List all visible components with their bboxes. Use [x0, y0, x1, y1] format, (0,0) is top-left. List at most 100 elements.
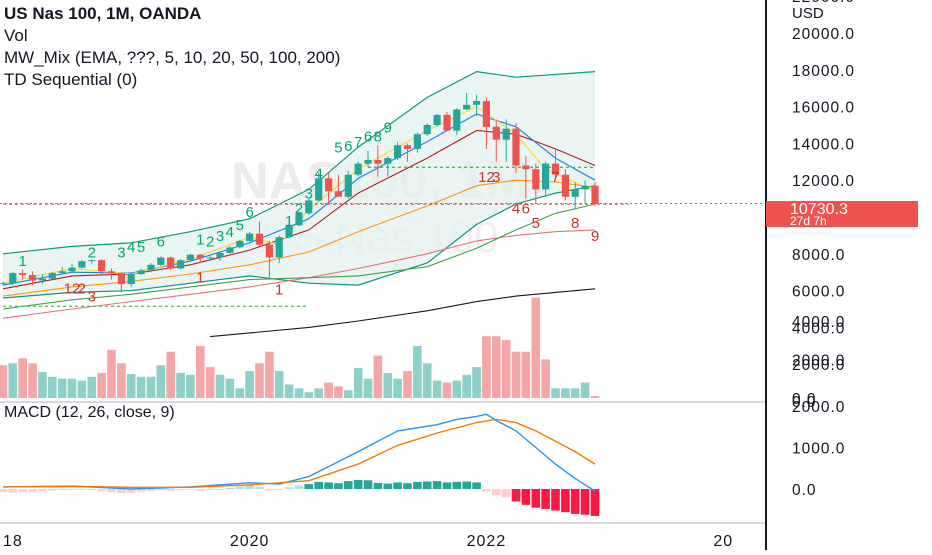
candle[interactable] — [334, 174, 342, 197]
candle[interactable] — [107, 268, 116, 280]
volume-bar — [511, 351, 521, 398]
td-sequential-indicator-label[interactable]: TD Sequential (0) — [4, 70, 138, 89]
candle[interactable] — [561, 169, 569, 201]
candle[interactable] — [206, 254, 214, 262]
candle[interactable] — [19, 269, 27, 280]
candle[interactable] — [413, 132, 421, 153]
candle[interactable] — [423, 123, 431, 137]
macd-histogram-bar — [413, 481, 422, 489]
mw-mix-indicator-label[interactable]: MW_Mix (EMA, ???, 5, 10, 20, 50, 100, 20… — [4, 48, 341, 67]
candle[interactable] — [9, 272, 17, 286]
candles[interactable] — [0, 92, 599, 293]
candle-body — [384, 158, 392, 164]
candle[interactable] — [492, 119, 500, 162]
candle-body — [127, 274, 135, 285]
candle[interactable] — [403, 143, 412, 162]
candle[interactable] — [591, 182, 599, 206]
candle[interactable] — [29, 271, 37, 286]
candle[interactable] — [285, 224, 293, 239]
candle-body — [295, 213, 303, 226]
candle[interactable] — [305, 198, 313, 216]
candle[interactable] — [246, 231, 254, 242]
candle[interactable] — [216, 251, 224, 262]
candle[interactable] — [236, 240, 244, 249]
td-count-label: 2 — [206, 233, 214, 250]
macd-histogram-bar — [511, 489, 521, 502]
last-price-tag: 10730.3 27d 7h — [766, 201, 918, 227]
time-axis[interactable]: 18 2020 2022 20 — [3, 533, 733, 550]
candle[interactable] — [78, 260, 86, 269]
volume-bar — [314, 388, 323, 398]
candle[interactable] — [384, 156, 392, 177]
macd-title: MACD (12, 26, close, 9) — [4, 404, 175, 421]
candle[interactable] — [58, 266, 66, 275]
macd-histogram-bar — [176, 489, 185, 491]
candle-body — [68, 267, 76, 272]
candle[interactable] — [551, 148, 560, 179]
candle[interactable] — [453, 108, 461, 136]
candle[interactable] — [502, 119, 510, 162]
candle[interactable] — [542, 161, 550, 197]
candle[interactable] — [0, 281, 7, 286]
candle[interactable] — [374, 145, 382, 177]
candle[interactable] — [88, 259, 96, 264]
candle[interactable] — [315, 172, 323, 202]
candle[interactable] — [177, 259, 185, 270]
candle-body — [19, 273, 27, 275]
candle[interactable] — [295, 211, 303, 227]
candle[interactable] — [255, 221, 264, 247]
candle[interactable] — [354, 161, 362, 177]
volume-bar — [452, 380, 462, 398]
candle[interactable] — [482, 97, 490, 149]
candle[interactable] — [443, 112, 451, 131]
td-count-label: 1 — [18, 253, 26, 270]
candle[interactable] — [48, 272, 56, 280]
candle[interactable] — [473, 94, 481, 116]
candle[interactable] — [522, 156, 530, 199]
candle[interactable] — [127, 273, 135, 287]
vol-indicator-label[interactable]: Vol — [4, 26, 28, 45]
volume-bar — [255, 363, 264, 398]
candle[interactable] — [364, 150, 372, 168]
candle[interactable] — [463, 92, 471, 111]
symbol-title[interactable]: US Nas 100, 1M, OANDA — [4, 4, 202, 23]
candle[interactable] — [325, 172, 333, 205]
volume-bar — [551, 388, 560, 398]
macd-histogram-bar — [28, 489, 37, 492]
candle[interactable] — [38, 274, 46, 285]
candle-body — [423, 125, 431, 135]
volume-bar — [521, 351, 531, 398]
candle[interactable] — [117, 272, 125, 293]
macd-histogram-bar — [156, 489, 166, 491]
candle-body — [157, 257, 165, 265]
candle-body — [512, 128, 520, 166]
candle[interactable] — [186, 253, 194, 262]
candle[interactable] — [265, 240, 273, 280]
candle[interactable] — [147, 263, 155, 273]
candle[interactable] — [344, 171, 352, 199]
candle[interactable] — [433, 113, 441, 127]
candle[interactable] — [571, 182, 579, 210]
candle[interactable] — [532, 163, 540, 205]
macd-histogram-bar — [107, 489, 116, 493]
macd-tick-label: 2000.0 — [792, 399, 845, 416]
volume-bar — [492, 336, 501, 398]
candle[interactable] — [196, 253, 204, 263]
macd-histogram-bar — [551, 489, 560, 511]
candle[interactable] — [394, 141, 402, 160]
candle[interactable] — [68, 263, 76, 273]
candle[interactable] — [98, 259, 106, 275]
candle[interactable] — [512, 123, 520, 173]
candle[interactable] — [275, 235, 283, 263]
macd-histogram-bar — [304, 484, 314, 489]
candle[interactable] — [167, 256, 175, 271]
candle[interactable] — [137, 268, 145, 275]
candle[interactable] — [157, 256, 165, 266]
td-count-label: 4 — [127, 239, 135, 256]
candle[interactable] — [581, 180, 589, 205]
candle[interactable] — [226, 246, 234, 254]
td-count-label: 2 — [295, 200, 303, 217]
price-axis[interactable]: USD0.02000.04000.06000.08000.012000.0140… — [0, 0, 855, 550]
